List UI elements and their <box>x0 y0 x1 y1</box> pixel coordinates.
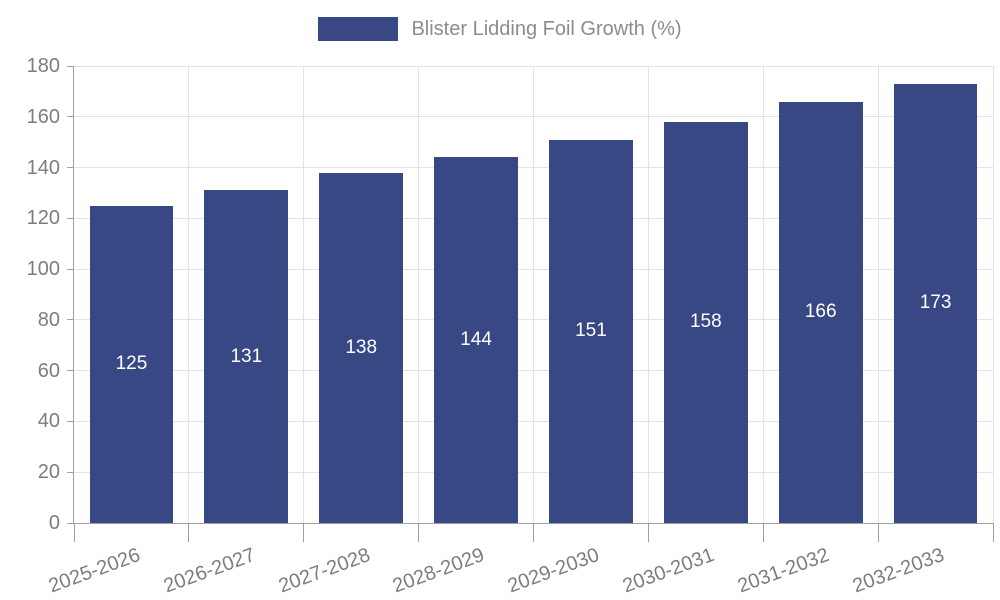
y-axis-tick <box>67 116 73 118</box>
bar-value-label: 131 <box>230 345 263 367</box>
x-axis-tick <box>533 523 534 542</box>
y-axis-tick <box>67 471 73 473</box>
x-axis-tick <box>647 523 649 542</box>
y-axis-label: 80 <box>37 308 60 331</box>
x-axis-label: 2027-2028 <box>275 544 373 598</box>
y-axis-tick <box>67 319 73 321</box>
x-gridline <box>992 66 994 523</box>
bar-value-label: 158 <box>689 311 722 333</box>
x-axis-tick <box>877 523 879 542</box>
x-axis-tick <box>762 523 764 542</box>
y-axis-tick <box>67 522 73 524</box>
y-axis-tick <box>67 420 73 422</box>
y-axis-label: 120 <box>26 207 60 230</box>
x-gridline <box>188 66 190 523</box>
bar-2028-2029[interactable]: 144 <box>434 157 518 523</box>
y-axis-tick <box>67 167 73 169</box>
x-gridline <box>877 66 879 523</box>
x-gridline <box>303 66 305 523</box>
y-axis-label: 140 <box>26 156 60 179</box>
x-axis-label: 2032-2033 <box>849 544 948 598</box>
x-axis-label: 2025-2026 <box>45 544 143 598</box>
bar-2029-2030[interactable]: 151 <box>549 139 633 523</box>
y-axis-label: 40 <box>37 410 60 433</box>
x-axis-label: 2026-2027 <box>160 544 258 598</box>
x-axis-label: 2031-2032 <box>734 544 833 598</box>
legend[interactable]: Blister Lidding Foil Growth (%) <box>0 17 1000 41</box>
x-axis-label: 2030-2031 <box>619 544 718 598</box>
bar-value-label: 125 <box>115 353 148 375</box>
plot-area: 0 20 40 60 80 100 120 140 160 180 125 2025-2026 131 2… <box>27 55 994 597</box>
x-axis-tick <box>418 523 420 542</box>
y-axis-label: 160 <box>26 105 60 128</box>
y-axis-tick <box>67 65 73 67</box>
x-axis-label: 2029-2030 <box>505 544 603 598</box>
bar-value-label: 151 <box>575 320 607 342</box>
bar-2027-2028[interactable]: 138 <box>319 172 404 523</box>
bar-value-label: 138 <box>345 336 378 358</box>
bar-value-label: 173 <box>919 292 952 314</box>
y-axis-tick <box>67 370 73 372</box>
y-axis-tick <box>67 268 73 270</box>
y-axis-label: 0 <box>48 512 60 534</box>
x-gridline <box>418 66 420 523</box>
y-axis-tick <box>67 217 73 219</box>
x-gridline <box>647 66 649 523</box>
bar-value-label: 144 <box>460 329 492 351</box>
y-axis-label: 100 <box>26 258 60 281</box>
x-gridline <box>762 66 764 523</box>
y-axis-label: 20 <box>37 461 60 484</box>
x-axis-tick <box>188 523 190 542</box>
x-axis-tick <box>303 523 305 542</box>
bar-2025-2026[interactable]: 125 <box>89 205 174 523</box>
bar-2026-2027[interactable]: 131 <box>204 190 289 523</box>
x-axis-label: 2028-2029 <box>390 544 488 598</box>
y-axis-label: 60 <box>37 359 60 382</box>
bar-value-label: 166 <box>804 301 837 323</box>
bar-2032-2033[interactable]: 173 <box>893 83 978 523</box>
legend-label: Blister Lidding Foil Growth (%) <box>411 17 682 40</box>
x-axis-tick <box>73 523 75 542</box>
bar-2030-2031[interactable]: 158 <box>663 121 748 523</box>
y-axis-label: 180 <box>26 55 60 77</box>
bar-2031-2032[interactable]: 166 <box>778 101 863 523</box>
legend-swatch <box>318 17 399 41</box>
x-axis-tick <box>992 523 994 542</box>
x-gridline <box>533 66 534 523</box>
